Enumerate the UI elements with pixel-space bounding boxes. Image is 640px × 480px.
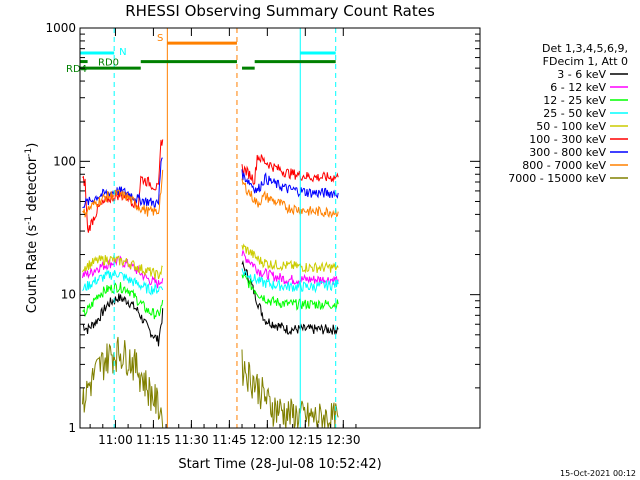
x-tick-label-5: 12:15 <box>288 433 323 447</box>
x-axis-label: Start Time (28-Jul-08 10:52:42) <box>178 457 381 472</box>
legend-label-0: 3 - 6 keV <box>557 68 606 81</box>
y-axis-label-mid: detector <box>25 156 40 216</box>
series-line-3-seg-0 <box>82 268 164 296</box>
x-axis: 11:00 11:15 11:30 11:45 12:00 12:15 12:30 <box>89 28 361 447</box>
series-line-8-seg-1 <box>241 349 339 429</box>
series-line-6-seg-0 <box>82 157 163 209</box>
series-line-7-seg-0 <box>82 169 164 218</box>
y-tick-label-3: 1000 <box>45 21 76 35</box>
y-axis-label-main: Count Rate (s <box>25 225 40 314</box>
series-line-7-seg-1 <box>241 178 339 219</box>
y-tick-label-0: 1 <box>68 421 76 435</box>
y-axis-label-sup2: -1 <box>24 148 34 157</box>
series-line-6-seg-1 <box>241 169 339 199</box>
series-line-2-seg-1 <box>241 272 339 311</box>
x-tick-label-1: 11:15 <box>136 433 171 447</box>
series-line-3-seg-1 <box>241 268 339 294</box>
flag-label-3: RD4 <box>66 64 87 75</box>
legend-label-8: 7000 - 15000 keV <box>508 172 606 185</box>
footer-date: 15-Oct-2021 00:12 <box>560 469 636 478</box>
x-tick-label-2: 11:30 <box>174 433 209 447</box>
series-line-0-seg-0 <box>82 293 164 347</box>
y-tick-label-1: 10 <box>61 288 76 302</box>
x-tick-label-0: 11:00 <box>98 433 133 447</box>
legend-label-4: 50 - 100 keV <box>536 120 606 133</box>
legend-label-1: 6 - 12 keV <box>550 81 606 94</box>
series-line-1-seg-1 <box>241 250 339 287</box>
legend: Det 1,3,4,5,6,9,FDecim 1, Att 03 - 6 keV… <box>508 42 628 185</box>
series-line-4-seg-0 <box>82 254 163 280</box>
plot-area: N S RD0 RD4 <box>66 28 339 429</box>
x-tick-label-6: 12:30 <box>326 433 361 447</box>
x-tick-label-4: 12:00 <box>250 433 285 447</box>
legend-label-5: 100 - 300 keV <box>529 133 606 146</box>
legend-label-3: 25 - 50 keV <box>543 107 606 120</box>
legend-header-1: FDecim 1, Att 0 <box>543 55 628 68</box>
y-axis-label-sup1: -1 <box>24 216 34 225</box>
series-line-2-seg-0 <box>82 282 164 320</box>
series-line-4-seg-1 <box>241 243 339 274</box>
legend-header-0: Det 1,3,4,5,6,9, <box>542 42 628 55</box>
legend-label-7: 800 - 7000 keV <box>522 159 606 172</box>
legend-label-2: 12 - 25 keV <box>543 94 606 107</box>
chart-title: RHESSI Observing Summary Count Rates <box>125 2 435 20</box>
y-tick-label-2: 100 <box>53 154 76 168</box>
flag-label-0: N <box>119 47 126 58</box>
y-axis-label-end: ) <box>25 143 40 148</box>
series-line-5-seg-1 <box>241 154 339 186</box>
y-axis-label: Count Rate (s-1 detector-1) <box>24 143 40 314</box>
flag-label-2: RD0 <box>98 58 119 69</box>
flag-label-1: S <box>157 33 163 44</box>
x-tick-label-3: 11:45 <box>212 433 247 447</box>
series-line-0-seg-1 <box>241 259 339 335</box>
series-line-8-seg-0 <box>82 336 164 429</box>
series-line-5-seg-0 <box>82 139 164 233</box>
plot-frame <box>79 27 481 429</box>
y-axis: 1 10 100 1000 <box>45 21 480 435</box>
legend-label-6: 300 - 800 keV <box>529 146 606 159</box>
